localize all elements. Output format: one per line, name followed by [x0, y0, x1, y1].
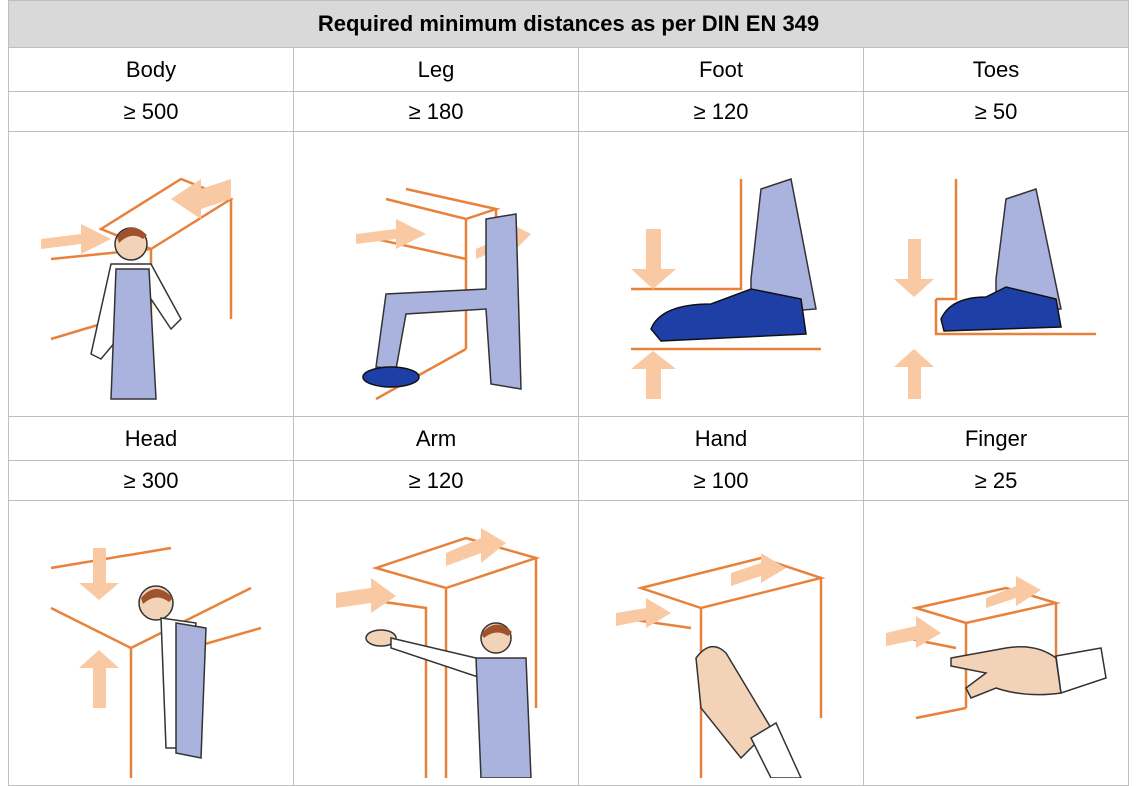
- body-illustration: [41, 177, 234, 400]
- finger-illustration: [886, 576, 1107, 720]
- body-part: Body: [8, 47, 294, 92]
- distance: ≥ 180: [293, 91, 579, 132]
- body-part: Leg: [293, 47, 579, 92]
- illustration-cell: [578, 131, 864, 417]
- distance-table: Required minimum distances as per DIN EN…: [7, 0, 1130, 786]
- arm-illustration: [336, 528, 541, 778]
- body-part: Head: [8, 416, 294, 461]
- distance: ≥ 25: [862, 460, 1130, 501]
- body-part: Toes: [862, 47, 1130, 92]
- hand-illustration: [616, 553, 826, 778]
- distance: ≥ 500: [8, 91, 294, 132]
- illustration-cell: [293, 131, 579, 417]
- toes-illustration: [894, 179, 1097, 399]
- body-part: Arm: [293, 416, 579, 461]
- table-title: Required minimum distances as per DIN EN…: [7, 0, 1130, 48]
- distance: ≥ 50: [862, 91, 1130, 132]
- distance: ≥ 100: [578, 460, 864, 501]
- body-part: Hand: [578, 416, 864, 461]
- distance: ≥ 120: [578, 91, 864, 132]
- distance: ≥ 300: [8, 460, 294, 501]
- illustration-cell: [862, 131, 1130, 417]
- distance: ≥ 120: [293, 460, 579, 501]
- body-part: Foot: [578, 47, 864, 92]
- illustration-cell: [862, 500, 1130, 786]
- illustration-cell: [293, 500, 579, 786]
- illustration-cell: [578, 500, 864, 786]
- illustration-cell: [8, 500, 294, 786]
- body-part: Finger: [862, 416, 1130, 461]
- leg-illustration: [356, 187, 531, 401]
- illustration-cell: [8, 131, 294, 417]
- foot-illustration: [631, 178, 821, 399]
- head-illustration: [50, 546, 262, 778]
